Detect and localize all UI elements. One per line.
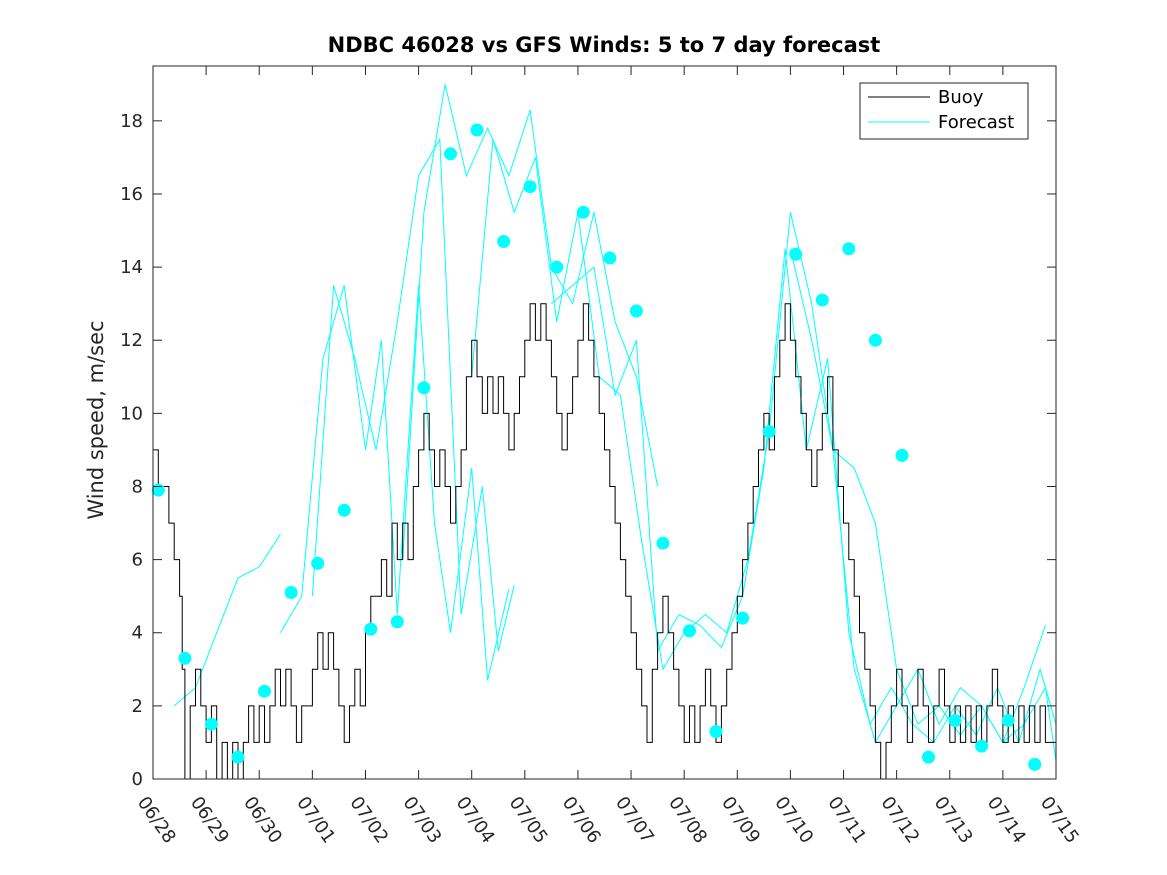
legend-box (859, 82, 1029, 140)
forecast-dot-34 (1028, 757, 1042, 771)
y-tick-label-10: 10 (120, 403, 143, 424)
forecast-dot-2 (178, 651, 192, 665)
forecast-dot-8 (337, 503, 351, 517)
y-tick-label-18: 18 (120, 111, 143, 132)
legend-label-forecast: Forecast (938, 112, 1014, 133)
y-tick-label-6: 6 (132, 550, 143, 571)
y-tick-label-14: 14 (120, 257, 143, 278)
forecast-dot-22 (709, 725, 723, 738)
forecast-line-4 (402, 84, 659, 560)
forecast-dot-6 (284, 586, 298, 599)
forecast-dot-27 (842, 242, 856, 256)
forecast-dot-32 (975, 739, 989, 753)
forecast-dot-29 (895, 448, 909, 462)
forecast-dot-17 (576, 205, 590, 219)
forecast-dot-28 (868, 333, 882, 347)
forecast-dot-5 (258, 684, 271, 698)
buoy-line (153, 303, 1057, 780)
forecast-dot-19 (629, 304, 643, 318)
forecast-line-3 (311, 137, 515, 652)
forecast-dot-14 (497, 235, 511, 248)
forecast-dot-24 (762, 425, 776, 439)
y-tick-label-0: 0 (132, 769, 143, 790)
forecast-dot-25 (789, 247, 803, 261)
forecast-dot-21 (683, 624, 696, 638)
forecast-dot-7 (311, 556, 325, 570)
y-axis-label: Wind speed, m/sec (84, 320, 108, 519)
forecast-dot-13 (470, 123, 484, 137)
axes-box (152, 65, 1057, 780)
forecast-dot-16 (550, 260, 564, 274)
legend-label-buoy: Buoy (938, 87, 984, 108)
forecast-dot-33 (1001, 714, 1015, 727)
forecast-dot-12 (444, 147, 457, 161)
forecast-dot-20 (656, 536, 670, 550)
plot-area (151, 84, 1057, 780)
forecast-dot-30 (922, 750, 935, 764)
forecast-dot-4 (231, 750, 245, 764)
legend: Buoy Forecast (859, 82, 1029, 140)
y-tick-label-4: 4 (132, 623, 143, 644)
forecast-line-2 (280, 285, 510, 681)
forecast-dot-23 (736, 611, 750, 625)
chart-title: NDBC 46028 vs GFS Winds: 5 to 7 day fore… (328, 33, 881, 57)
forecast-dot-15 (523, 180, 537, 194)
forecast-dot-10 (390, 615, 404, 629)
forecast-dot-3 (204, 717, 218, 731)
forecast-dot-31 (948, 714, 962, 727)
forecast-line-1 (173, 533, 281, 707)
y-tick-label-16: 16 (120, 184, 143, 205)
forecast-dot-9 (364, 622, 378, 636)
forecast-dot-11 (417, 381, 431, 395)
y-tick-label-2: 2 (132, 696, 143, 717)
y-tick-label-8: 8 (132, 476, 143, 497)
forecast-dot-18 (603, 251, 617, 265)
y-tick-label-12: 12 (120, 330, 143, 351)
forecast-dot-1 (151, 483, 165, 497)
forecast-dot-26 (815, 293, 829, 307)
